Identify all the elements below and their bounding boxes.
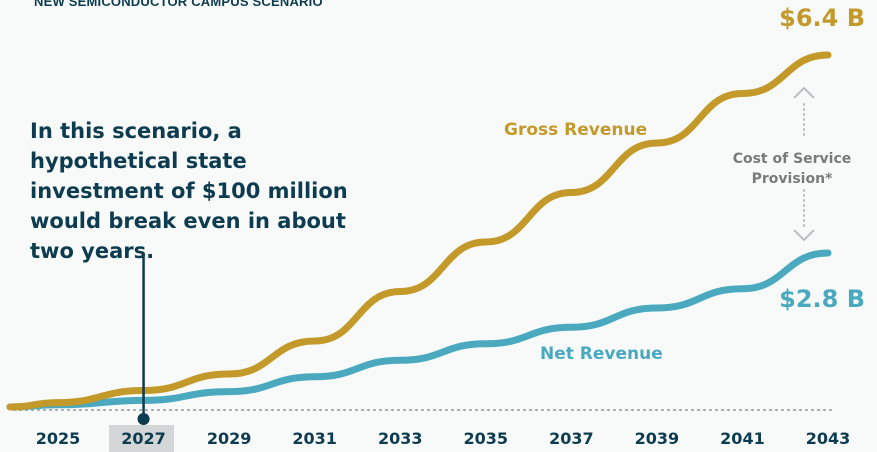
gross-revenue-label: Gross Revenue (504, 120, 648, 140)
x-tick-label: 2029 (206, 429, 252, 448)
x-tick-label: 2027 (121, 429, 166, 448)
chart-subtitle: NEW SEMICONDUCTOR CAMPUS SCENARIO (34, 0, 323, 9)
x-tick-label: 2039 (634, 429, 680, 448)
net-revenue-line (6, 249, 832, 411)
cost-of-service-label: Cost of Service Provision* (732, 151, 852, 187)
net-revenue-label: Net Revenue (540, 344, 663, 364)
x-tick-label: 2041 (720, 429, 765, 448)
arrow-up-icon (793, 86, 815, 99)
gross-revenue-end-value: $6.4 B (779, 4, 865, 32)
x-tick-label: 2035 (463, 429, 509, 448)
annotation-pointer-dot (137, 413, 150, 425)
highlighted-tick-background (109, 425, 174, 452)
x-tick-label: 2031 (292, 429, 337, 448)
net-revenue-end-value: $2.8 B (779, 285, 865, 313)
x-tick-label: 2037 (549, 429, 594, 448)
x-tick-label: 2043 (805, 429, 851, 448)
x-tick-label: 2033 (377, 429, 423, 448)
x-tick-label: 2025 (35, 429, 81, 448)
annotation-text: In this scenario, a hypothetical state i… (30, 119, 348, 263)
arrow-down-icon (793, 229, 815, 242)
